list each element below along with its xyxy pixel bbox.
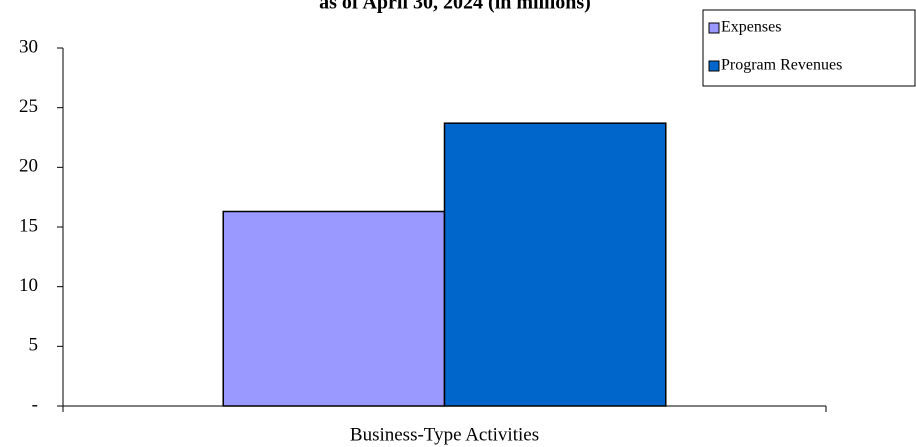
y-tick-label: 20 (19, 156, 38, 177)
y-tick-label: 15 (19, 215, 38, 236)
legend-swatch (708, 60, 720, 72)
x-tick-label: Business-Type Activities (350, 424, 539, 445)
legend-swatch (708, 22, 720, 34)
legend-label: Program Revenues (721, 57, 842, 74)
y-tick-label: 5 (29, 335, 39, 356)
y-tick-label: - (32, 394, 38, 415)
legend-label: Expenses (721, 19, 781, 36)
legend-box (702, 9, 916, 87)
y-tick-label: 30 (19, 36, 38, 57)
y-tick-label: 25 (19, 96, 38, 117)
chart-title: as of April 30, 2024 (in millions) (319, 0, 591, 14)
bar (222, 210, 446, 407)
y-tick-label: 10 (19, 275, 38, 296)
bar (443, 122, 667, 407)
